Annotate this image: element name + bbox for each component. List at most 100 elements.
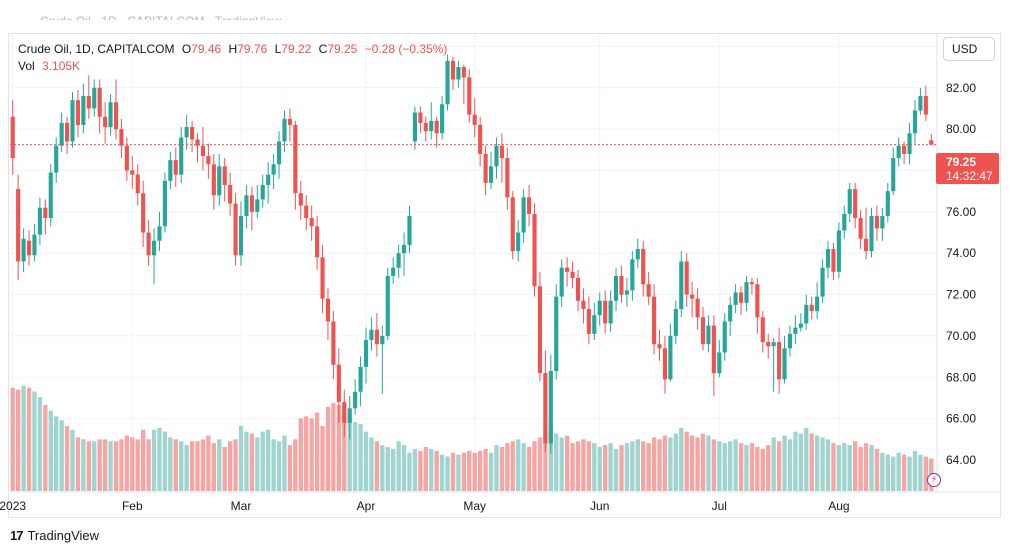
volume-bar [619, 445, 624, 491]
volume-bar [662, 435, 668, 491]
y-axis-ticks: 64.0066.0068.0070.0072.0074.0076.0078.00… [946, 39, 976, 467]
candle-body [652, 296, 657, 345]
candle-body [385, 275, 390, 336]
volume-bar [429, 448, 434, 491]
candle-body [749, 282, 754, 285]
candle-body [733, 292, 738, 305]
volume-bar [657, 439, 662, 491]
volume-value: 3.105K [42, 59, 81, 73]
candle-body [363, 340, 369, 367]
candle-body [722, 321, 727, 353]
volume-bar [516, 439, 521, 491]
volume-bar [15, 389, 21, 491]
x-tick-label: Aug [828, 499, 849, 513]
candle-body [662, 348, 668, 380]
symbol-title[interactable]: Crude Oil, 1D, CAPITALCOM [18, 42, 175, 56]
tradingview-logo[interactable]: 17 TradingView [10, 528, 99, 543]
close-value: 79.25 [327, 42, 358, 56]
volume-bar [135, 439, 140, 491]
x-axis-ticks: 2023 Feb Mar Apr May Jun Jul Aug [0, 499, 850, 513]
candle-body [902, 145, 907, 154]
candle-body [10, 116, 15, 159]
candle-body [521, 197, 526, 233]
candle-body [478, 124, 483, 154]
candle-body [162, 180, 167, 227]
low-label: L [274, 42, 282, 56]
candle-body [266, 174, 271, 185]
volume-bar [217, 439, 222, 491]
candle-body [885, 191, 890, 216]
volume-bar [793, 431, 798, 491]
candle-body [113, 102, 119, 130]
volume-label[interactable]: Vol [18, 59, 35, 73]
y-tick-label: 68.00 [946, 370, 976, 384]
volume-bar [48, 410, 53, 491]
volume-bar [86, 441, 91, 491]
volume-bar [559, 437, 564, 491]
candle-body [516, 232, 521, 252]
candle-body [418, 112, 423, 123]
candle-body [527, 197, 532, 214]
candle-body [597, 300, 602, 316]
candle-body [728, 304, 733, 322]
candle-body [200, 145, 206, 157]
volume-bar [21, 385, 26, 491]
chart-frame[interactable] [8, 33, 1001, 518]
x-tick-label: Jun [590, 499, 609, 513]
candle-body [766, 342, 771, 347]
candle-body [92, 87, 97, 109]
lightning-icon[interactable]: ⚡ [927, 473, 941, 487]
candle-body [276, 141, 282, 165]
volume-bar [352, 422, 358, 491]
candle-body [32, 234, 37, 256]
candle-body [673, 309, 678, 336]
volume-bar [26, 387, 32, 491]
candle-body [467, 77, 472, 115]
volume-bar [184, 445, 189, 491]
volume-bar [896, 452, 901, 491]
candle-body [325, 298, 331, 322]
candle-body [440, 104, 445, 134]
volume-bar [336, 404, 342, 491]
currency-button[interactable]: USD [943, 37, 995, 61]
volume-bar [695, 437, 700, 491]
candle-body [543, 373, 548, 444]
candle-body [190, 127, 195, 140]
candle-body [309, 218, 314, 227]
volume-bar [728, 441, 733, 491]
candle-body [179, 137, 184, 175]
volume-bar [434, 450, 439, 491]
candle-body [695, 298, 700, 318]
candle-body [16, 189, 21, 262]
volume-bar [537, 437, 543, 491]
candle-body [738, 292, 744, 303]
candle-body [401, 244, 407, 254]
volume-bar [847, 445, 852, 491]
volume-bar [738, 443, 744, 491]
x-tick-label: Jul [712, 499, 727, 513]
candle-body [853, 189, 858, 219]
candle-body [874, 215, 879, 229]
volume-bar [124, 435, 130, 491]
volume-bar [195, 441, 200, 491]
candle-body [130, 170, 135, 175]
low-value: 79.22 [281, 42, 312, 56]
volume-bar [863, 443, 869, 491]
candles [10, 54, 934, 454]
candle-body [228, 184, 233, 204]
candle-body [842, 213, 847, 231]
candle-body [575, 278, 581, 301]
candle-body [918, 96, 923, 111]
candle-body [679, 261, 684, 310]
candle-body [744, 282, 749, 303]
candle-body [141, 193, 146, 233]
volume-bar [320, 425, 325, 491]
candle-body [825, 249, 831, 268]
candle-body [831, 249, 836, 272]
volume-bar [923, 456, 929, 491]
candle-body [233, 203, 238, 256]
volume-bar [37, 397, 43, 491]
candle-body [168, 160, 173, 181]
volume-bar [641, 441, 646, 491]
